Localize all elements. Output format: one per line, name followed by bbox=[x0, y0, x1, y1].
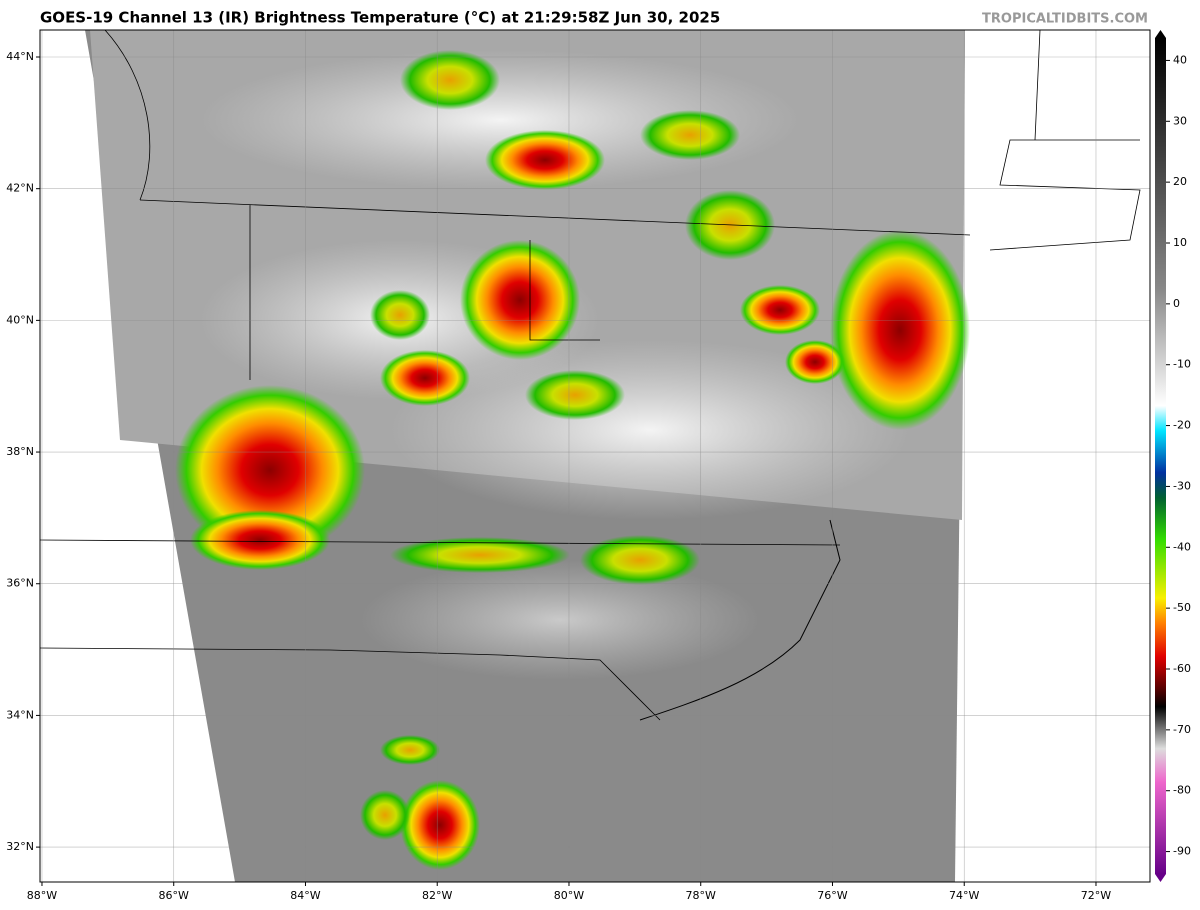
colorbar-tick-label: -30 bbox=[1173, 479, 1191, 492]
colorbar-tick-label: 10 bbox=[1173, 236, 1187, 249]
x-tick-label: 76°W bbox=[817, 889, 847, 902]
colorbar-tick-label: -40 bbox=[1173, 540, 1191, 553]
colorbar-bottom-arrow bbox=[1155, 874, 1166, 882]
x-tick-label: 82°W bbox=[422, 889, 452, 902]
credit: TROPICALTIDBITS.COM bbox=[982, 12, 1148, 27]
y-tick-label: 36°N bbox=[6, 577, 34, 590]
y-tick-label: 42°N bbox=[6, 182, 34, 195]
colorbar-top-arrow bbox=[1155, 30, 1166, 38]
colorbar-tick-label: -60 bbox=[1173, 662, 1191, 675]
x-tick-label: 84°W bbox=[290, 889, 320, 902]
x-tick-label: 88°W bbox=[27, 889, 57, 902]
x-tick-label: 78°W bbox=[686, 889, 716, 902]
x-tick-label: 80°W bbox=[554, 889, 584, 902]
colorbar-tick-label: 40 bbox=[1173, 53, 1187, 66]
title: GOES-19 Channel 13 (IR) Brightness Tempe… bbox=[40, 9, 720, 27]
x-tick-label: 72°W bbox=[1081, 889, 1111, 902]
colorbar-tick-label: -80 bbox=[1173, 784, 1191, 797]
colorbar-tick-label: 30 bbox=[1173, 114, 1187, 127]
y-tick-label: 40°N bbox=[6, 313, 34, 326]
colorbar-tick-label: 0 bbox=[1173, 297, 1180, 310]
imagery bbox=[40, 30, 1150, 882]
colorbar-tick-label: 20 bbox=[1173, 175, 1187, 188]
colorbar-tick-label: -50 bbox=[1173, 601, 1191, 614]
x-tick-label: 74°W bbox=[949, 889, 979, 902]
colorbar bbox=[1155, 38, 1166, 874]
y-tick-label: 32°N bbox=[6, 840, 34, 853]
x-tick-label: 86°W bbox=[159, 889, 189, 902]
y-tick-label: 44°N bbox=[6, 50, 34, 63]
colorbar-tick-label: -70 bbox=[1173, 723, 1191, 736]
y-tick-label: 34°N bbox=[6, 708, 34, 721]
y-tick-label: 38°N bbox=[6, 445, 34, 458]
colorbar-tick-label: -90 bbox=[1173, 845, 1191, 858]
colorbar-tick-label: -20 bbox=[1173, 419, 1191, 432]
graticule bbox=[36, 30, 1150, 886]
map-frame bbox=[39, 29, 1151, 883]
colorbar-tick-label: -10 bbox=[1173, 358, 1191, 371]
